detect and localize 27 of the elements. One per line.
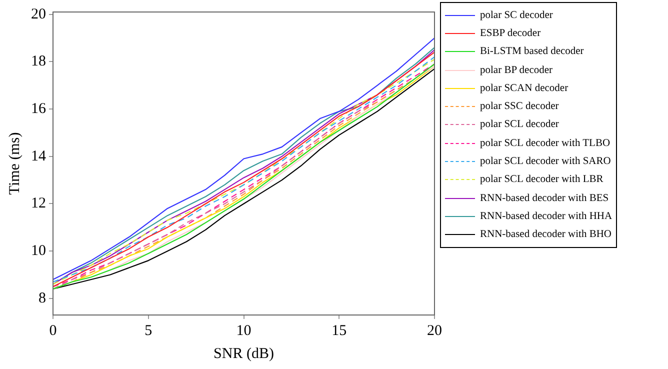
y-tick-label: 10 [31, 243, 46, 260]
y-tick-label: 12 [31, 196, 46, 212]
legend-label: polar SCL decoder [480, 119, 560, 130]
x-tick-label: 10 [236, 322, 252, 339]
legend-label: polar SCL decoder with SARO [480, 156, 612, 168]
legend-label: RNN-based decoder with HHA [480, 210, 612, 222]
legend-label: RNN-based decoder with BHO [480, 229, 612, 240]
x-tick-label: 15 [332, 322, 347, 339]
x-tick-label: 5 [144, 322, 152, 339]
legend-label: polar SSC decoder [480, 101, 560, 112]
legend-label: polar BP decoder [480, 64, 554, 76]
y-tick-label: 20 [31, 6, 46, 22]
y-tick-label: 16 [31, 100, 46, 117]
y-tick-label: 8 [38, 290, 46, 306]
y-tick-label: 14 [31, 148, 46, 164]
y-axis-title: Time (ms) [6, 132, 23, 195]
legend-label: ESBP decoder [480, 28, 542, 39]
y-tick-label: 18 [31, 54, 46, 70]
legend-label: polar SCAN decoder [480, 82, 570, 94]
x-axis-title: SNR (dB) [214, 346, 274, 362]
x-tick-label: 0 [49, 322, 57, 339]
legend-label: RNN-based decoder with BES [480, 192, 610, 204]
x-tick-label: 20 [427, 322, 442, 339]
legend-label: polar SC decoder [480, 10, 554, 21]
legend-label: polar SCL decoder with TLBO [480, 138, 612, 149]
legend-label: Bi-LSTM based decoder [480, 46, 585, 58]
legend-label: polar SCL decoder with LBR [480, 174, 604, 186]
